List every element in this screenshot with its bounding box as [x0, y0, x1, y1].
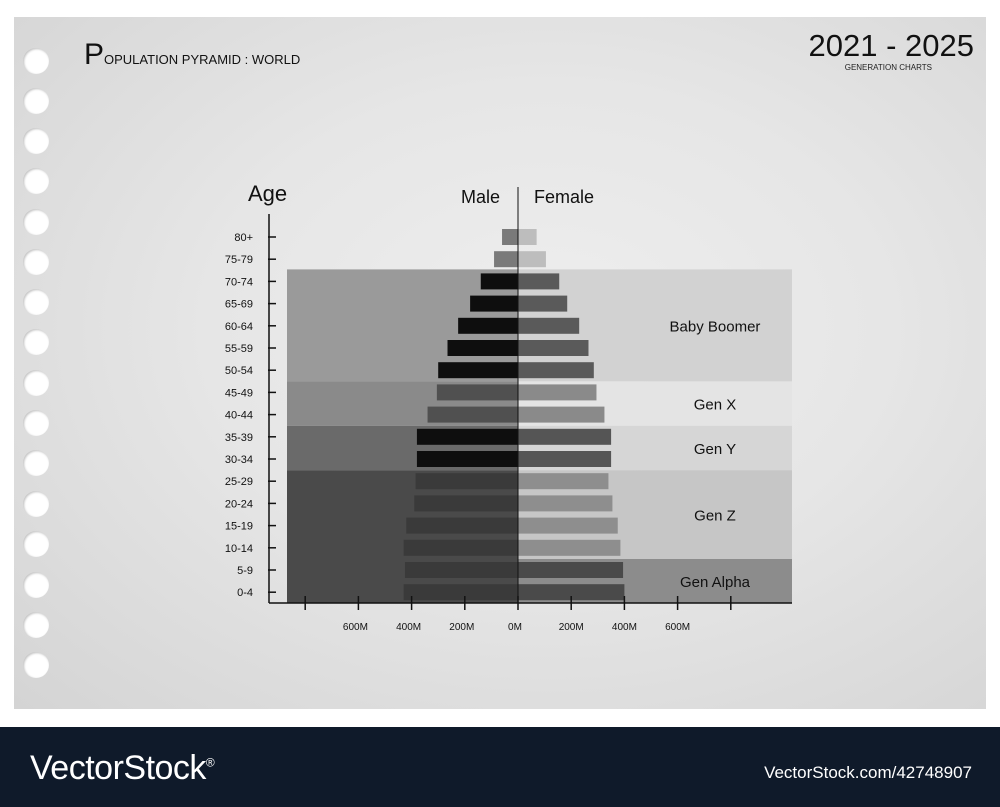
female-bar — [518, 562, 624, 578]
binder-hole — [23, 168, 49, 194]
female-bar — [518, 229, 537, 245]
binder-hole — [23, 88, 49, 114]
female-bar — [518, 473, 609, 490]
female-bar — [518, 584, 625, 601]
y-tick-label: 80+ — [234, 232, 253, 244]
y-tick-label: 60-64 — [225, 321, 253, 333]
y-tick-label: 5-9 — [237, 565, 253, 577]
y-tick-label: 30-34 — [225, 454, 253, 466]
female-bar — [518, 428, 612, 445]
y-tick-label: 40-44 — [225, 410, 253, 422]
male-bar — [403, 539, 518, 556]
generation-label: Gen Alpha — [680, 574, 751, 591]
binder-hole — [23, 491, 49, 517]
female-bar — [518, 340, 589, 356]
male-bar — [404, 562, 518, 578]
male-bar — [436, 384, 518, 401]
binder-hole — [23, 572, 49, 598]
generation-label: Baby Boomer — [670, 318, 761, 335]
male-bar — [406, 517, 518, 534]
x-tick-label: 600M — [343, 622, 368, 633]
female-bar — [518, 539, 621, 556]
y-tick-label: 45-49 — [225, 387, 253, 399]
male-bar — [458, 317, 518, 334]
binder-hole — [23, 652, 49, 678]
male-series-label: Male — [461, 187, 500, 207]
x-tick-label: 200M — [449, 622, 474, 633]
brand-mark: ® — [205, 755, 215, 770]
image-id: VectorStock.com/42748907 — [764, 763, 972, 782]
y-tick-label: 50-54 — [225, 365, 253, 377]
x-tick-label: 200M — [559, 622, 584, 633]
y-tick-label: 55-59 — [225, 343, 253, 355]
male-bar — [403, 584, 518, 601]
male-bar — [502, 229, 518, 245]
female-bar — [518, 251, 546, 268]
male-bar — [415, 473, 518, 490]
male-bar — [494, 251, 518, 268]
generation-label: Gen Y — [694, 441, 736, 458]
title-initial: P — [84, 38, 105, 71]
year-range: 2021 - 2025 — [808, 28, 974, 63]
x-tick-label: 0M — [508, 622, 522, 633]
male-bar — [416, 451, 518, 467]
binder-hole — [23, 128, 49, 154]
female-bar — [518, 362, 594, 379]
brand-logo: VectorStock® — [30, 749, 215, 788]
female-bar — [518, 451, 612, 467]
generation-label: Gen X — [694, 397, 737, 414]
female-bar — [518, 517, 618, 534]
x-tick-label: 400M — [612, 622, 637, 633]
male-bar — [414, 495, 518, 512]
female-bar — [518, 317, 580, 334]
female-bar — [518, 384, 597, 401]
brand-name: VectorStock — [30, 749, 206, 787]
female-bar — [518, 495, 613, 512]
binder-hole — [23, 209, 49, 235]
footer-banner: VectorStock® VectorStock.com/42748907 — [0, 727, 1000, 807]
y-axis-title: Age — [248, 181, 287, 206]
y-tick-label: 65-69 — [225, 299, 253, 311]
page-title: POPULATION PYRAMID : WORLD — [84, 38, 300, 72]
binder-hole — [23, 48, 49, 74]
female-bar — [518, 406, 605, 423]
x-tick-label: 600M — [665, 622, 690, 633]
binder-hole — [23, 531, 49, 557]
year-range-subtitle: GENERATION CHARTS — [844, 63, 932, 72]
y-tick-label: 15-19 — [225, 521, 253, 533]
binder-hole — [23, 450, 49, 476]
y-tick-label: 25-29 — [225, 476, 253, 488]
y-tick-label: 20-24 — [225, 498, 253, 510]
male-bar — [438, 362, 518, 379]
binder-hole — [23, 370, 49, 396]
binder-hole — [23, 612, 49, 638]
female-series-label: Female — [534, 187, 594, 207]
x-tick-label: 400M — [396, 622, 421, 633]
generation-label: Gen Z — [694, 508, 736, 525]
population-pyramid-chart: Baby Boomer Gen X Gen Y Gen Z Gen Alpha 80+ 75… — [225, 181, 792, 633]
y-tick-label: 70-74 — [225, 276, 253, 288]
y-tick-label: 75-79 — [225, 254, 253, 266]
male-bar — [416, 428, 518, 445]
y-tick-label: 35-39 — [225, 432, 253, 444]
binder-hole — [23, 249, 49, 275]
y-tick-label: 0-4 — [237, 587, 253, 599]
female-bar — [518, 295, 568, 312]
male-bar — [447, 340, 518, 356]
title-text: OPULATION PYRAMID : WORLD — [104, 52, 301, 67]
binder-hole — [23, 289, 49, 315]
male-bar — [470, 295, 518, 312]
binder-hole — [23, 329, 49, 355]
binder-hole — [23, 410, 49, 436]
male-bar — [480, 273, 518, 290]
female-bar — [518, 273, 560, 290]
male-bar — [427, 406, 518, 423]
y-tick-label: 10-14 — [225, 543, 253, 555]
